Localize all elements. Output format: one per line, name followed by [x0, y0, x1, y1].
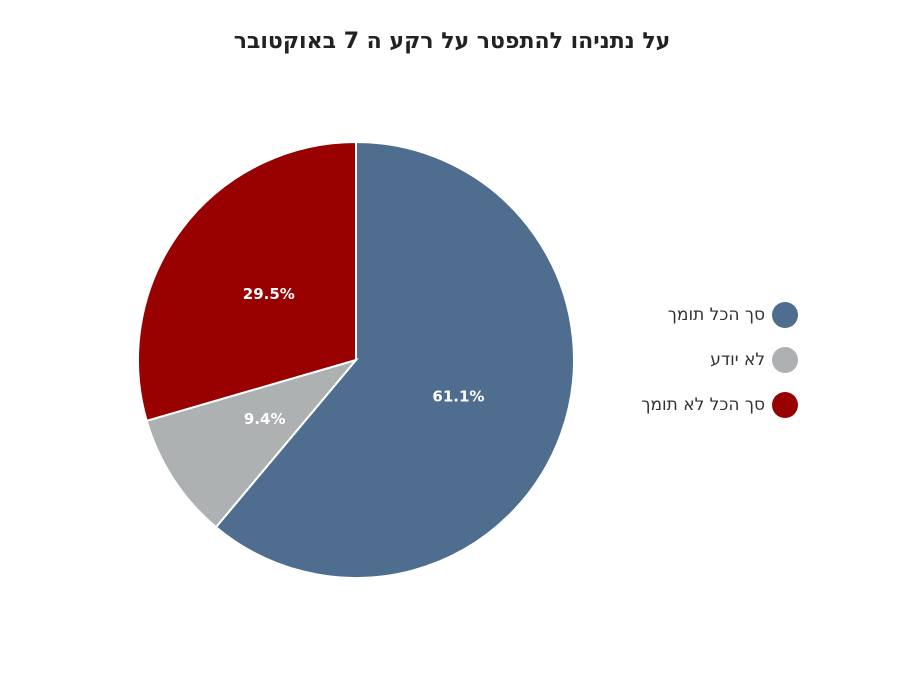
pie-slice	[137, 140, 357, 423]
pie-slice	[214, 140, 575, 579]
pie-slice	[145, 358, 359, 529]
chart-title: על נתניהו להתפטר על רקע ה 7 באוקטובר	[234, 29, 671, 54]
legend-marker	[772, 302, 798, 328]
legend-label: סך הכל תומך	[668, 305, 765, 325]
legend-label: לא יודע	[710, 350, 765, 370]
data-label: 61.1%	[432, 388, 484, 406]
legend-label: סך הכל לא תומך	[641, 395, 765, 415]
data-label: 9.4%	[244, 410, 286, 428]
legend-marker	[772, 347, 798, 373]
legend-marker	[772, 392, 798, 418]
data-label: 29.5%	[243, 285, 295, 303]
